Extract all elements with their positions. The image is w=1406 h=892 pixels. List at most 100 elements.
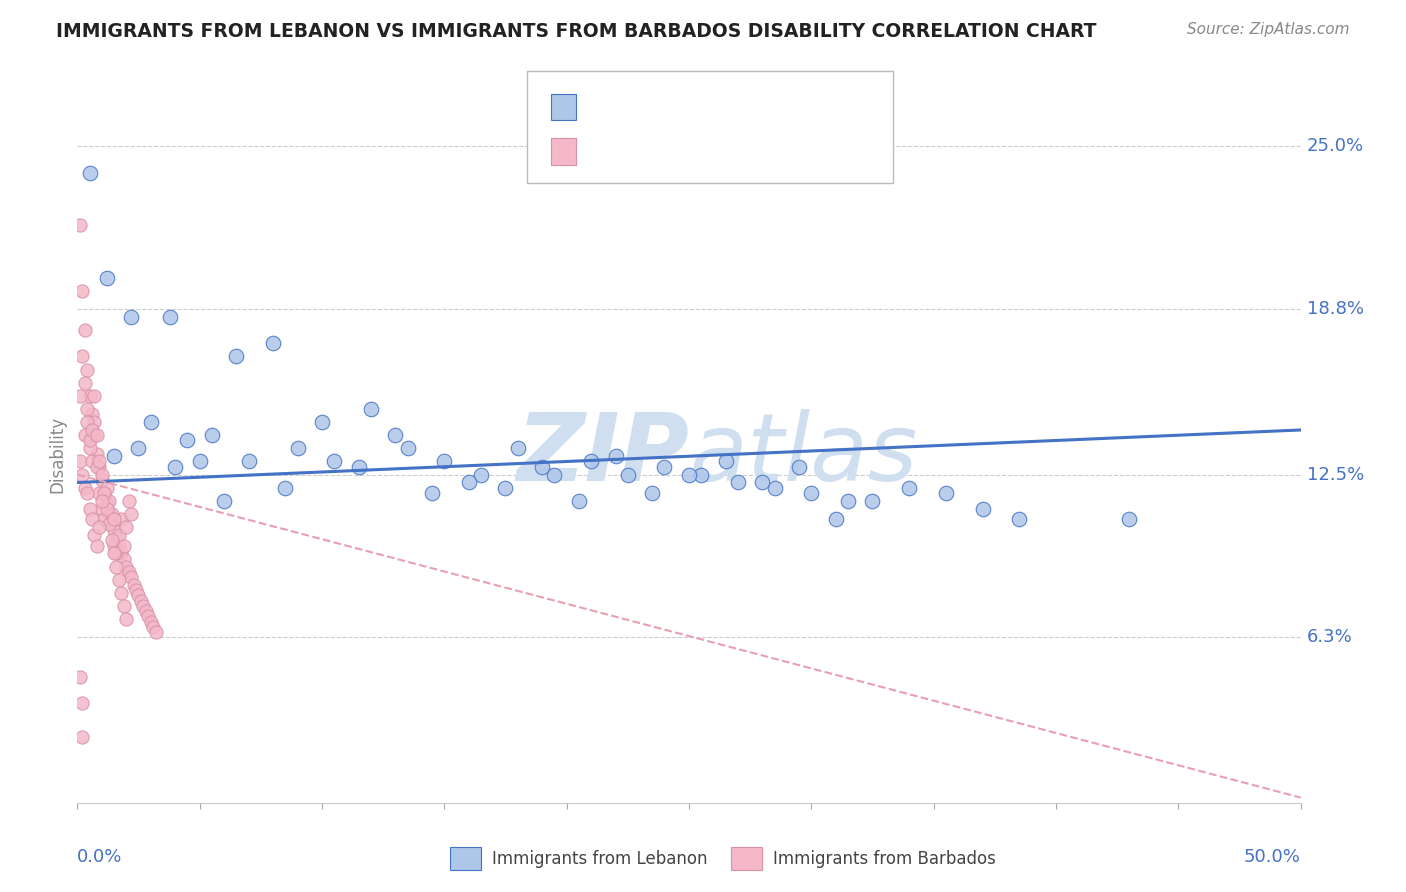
Point [103, 546, 125, 560]
Point [90, 494, 112, 508]
Point [79, 166, 101, 180]
Point [617, 467, 640, 482]
Point [83, 389, 105, 403]
Text: R =  0.098   N = 53: R = 0.098 N = 53 [588, 98, 758, 116]
Point [70, 284, 93, 298]
Point [120, 507, 142, 521]
Text: ZIP: ZIP [516, 409, 689, 501]
Point [323, 454, 346, 468]
Point [69, 218, 91, 232]
Point [139, 415, 162, 429]
Point [100, 507, 122, 521]
Point [103, 539, 125, 553]
Text: Immigrants from Barbados: Immigrants from Barbados [773, 849, 997, 868]
Point [79, 389, 101, 403]
Point [69, 454, 91, 468]
Point [495, 481, 517, 495]
Point [641, 486, 664, 500]
Point [678, 467, 700, 482]
Point [311, 415, 333, 429]
Point [93, 512, 115, 526]
Point [80, 407, 103, 421]
Point [108, 528, 131, 542]
Point [115, 559, 138, 574]
Point [96, 496, 118, 510]
Text: atlas: atlas [689, 409, 917, 500]
Point [83, 428, 105, 442]
Point [70, 696, 93, 710]
Point [127, 588, 149, 602]
Point [800, 486, 823, 500]
Text: 0.0%: 0.0% [77, 848, 122, 866]
Point [100, 515, 122, 529]
Point [86, 447, 108, 461]
Point [176, 434, 198, 448]
Point [579, 454, 602, 468]
Point [103, 512, 125, 526]
Point [76, 415, 98, 429]
Y-axis label: Disability: Disability [48, 417, 66, 493]
Point [159, 310, 181, 324]
Point [103, 449, 125, 463]
Point [420, 486, 443, 500]
Point [824, 512, 846, 526]
Point [188, 454, 211, 468]
Point [79, 442, 101, 456]
Point [69, 389, 91, 403]
Point [112, 599, 135, 613]
Point [108, 539, 131, 553]
Point [73, 428, 96, 442]
Point [100, 533, 122, 548]
Point [86, 539, 108, 553]
Point [90, 501, 112, 516]
Point [132, 599, 155, 613]
Point [837, 494, 859, 508]
Point [714, 454, 737, 468]
Point [108, 573, 131, 587]
Point [70, 467, 93, 482]
Point [76, 362, 98, 376]
Point [898, 481, 921, 495]
Point [115, 612, 138, 626]
Point [120, 570, 142, 584]
Point [118, 565, 141, 579]
Point [262, 336, 284, 351]
Point [73, 376, 96, 390]
Point [212, 494, 235, 508]
Point [89, 454, 111, 468]
Point [201, 428, 224, 442]
Point [89, 486, 111, 500]
Point [110, 546, 132, 560]
Point [105, 531, 128, 545]
Point [98, 494, 121, 508]
Point [70, 350, 93, 364]
Point [80, 512, 103, 526]
Point [110, 512, 132, 526]
Point [83, 528, 105, 542]
Point [93, 486, 115, 500]
Point [79, 501, 101, 516]
Point [654, 459, 676, 474]
Point [531, 459, 554, 474]
Point [125, 583, 148, 598]
Point [110, 586, 132, 600]
Point [96, 501, 118, 516]
Text: Source: ZipAtlas.com: Source: ZipAtlas.com [1187, 22, 1350, 37]
Point [506, 442, 529, 456]
Point [470, 467, 492, 482]
Point [93, 486, 115, 500]
Point [76, 486, 98, 500]
Point [79, 434, 101, 448]
Point [115, 520, 138, 534]
Point [690, 467, 713, 482]
Text: R = -0.099   N = 86: R = -0.099 N = 86 [588, 143, 759, 161]
Point [543, 467, 565, 482]
Point [80, 454, 103, 468]
Point [105, 546, 128, 560]
Text: 6.3%: 6.3% [1306, 628, 1353, 647]
Point [145, 625, 167, 640]
Point [136, 609, 159, 624]
Point [89, 459, 111, 474]
Point [112, 539, 135, 553]
Point [568, 494, 591, 508]
